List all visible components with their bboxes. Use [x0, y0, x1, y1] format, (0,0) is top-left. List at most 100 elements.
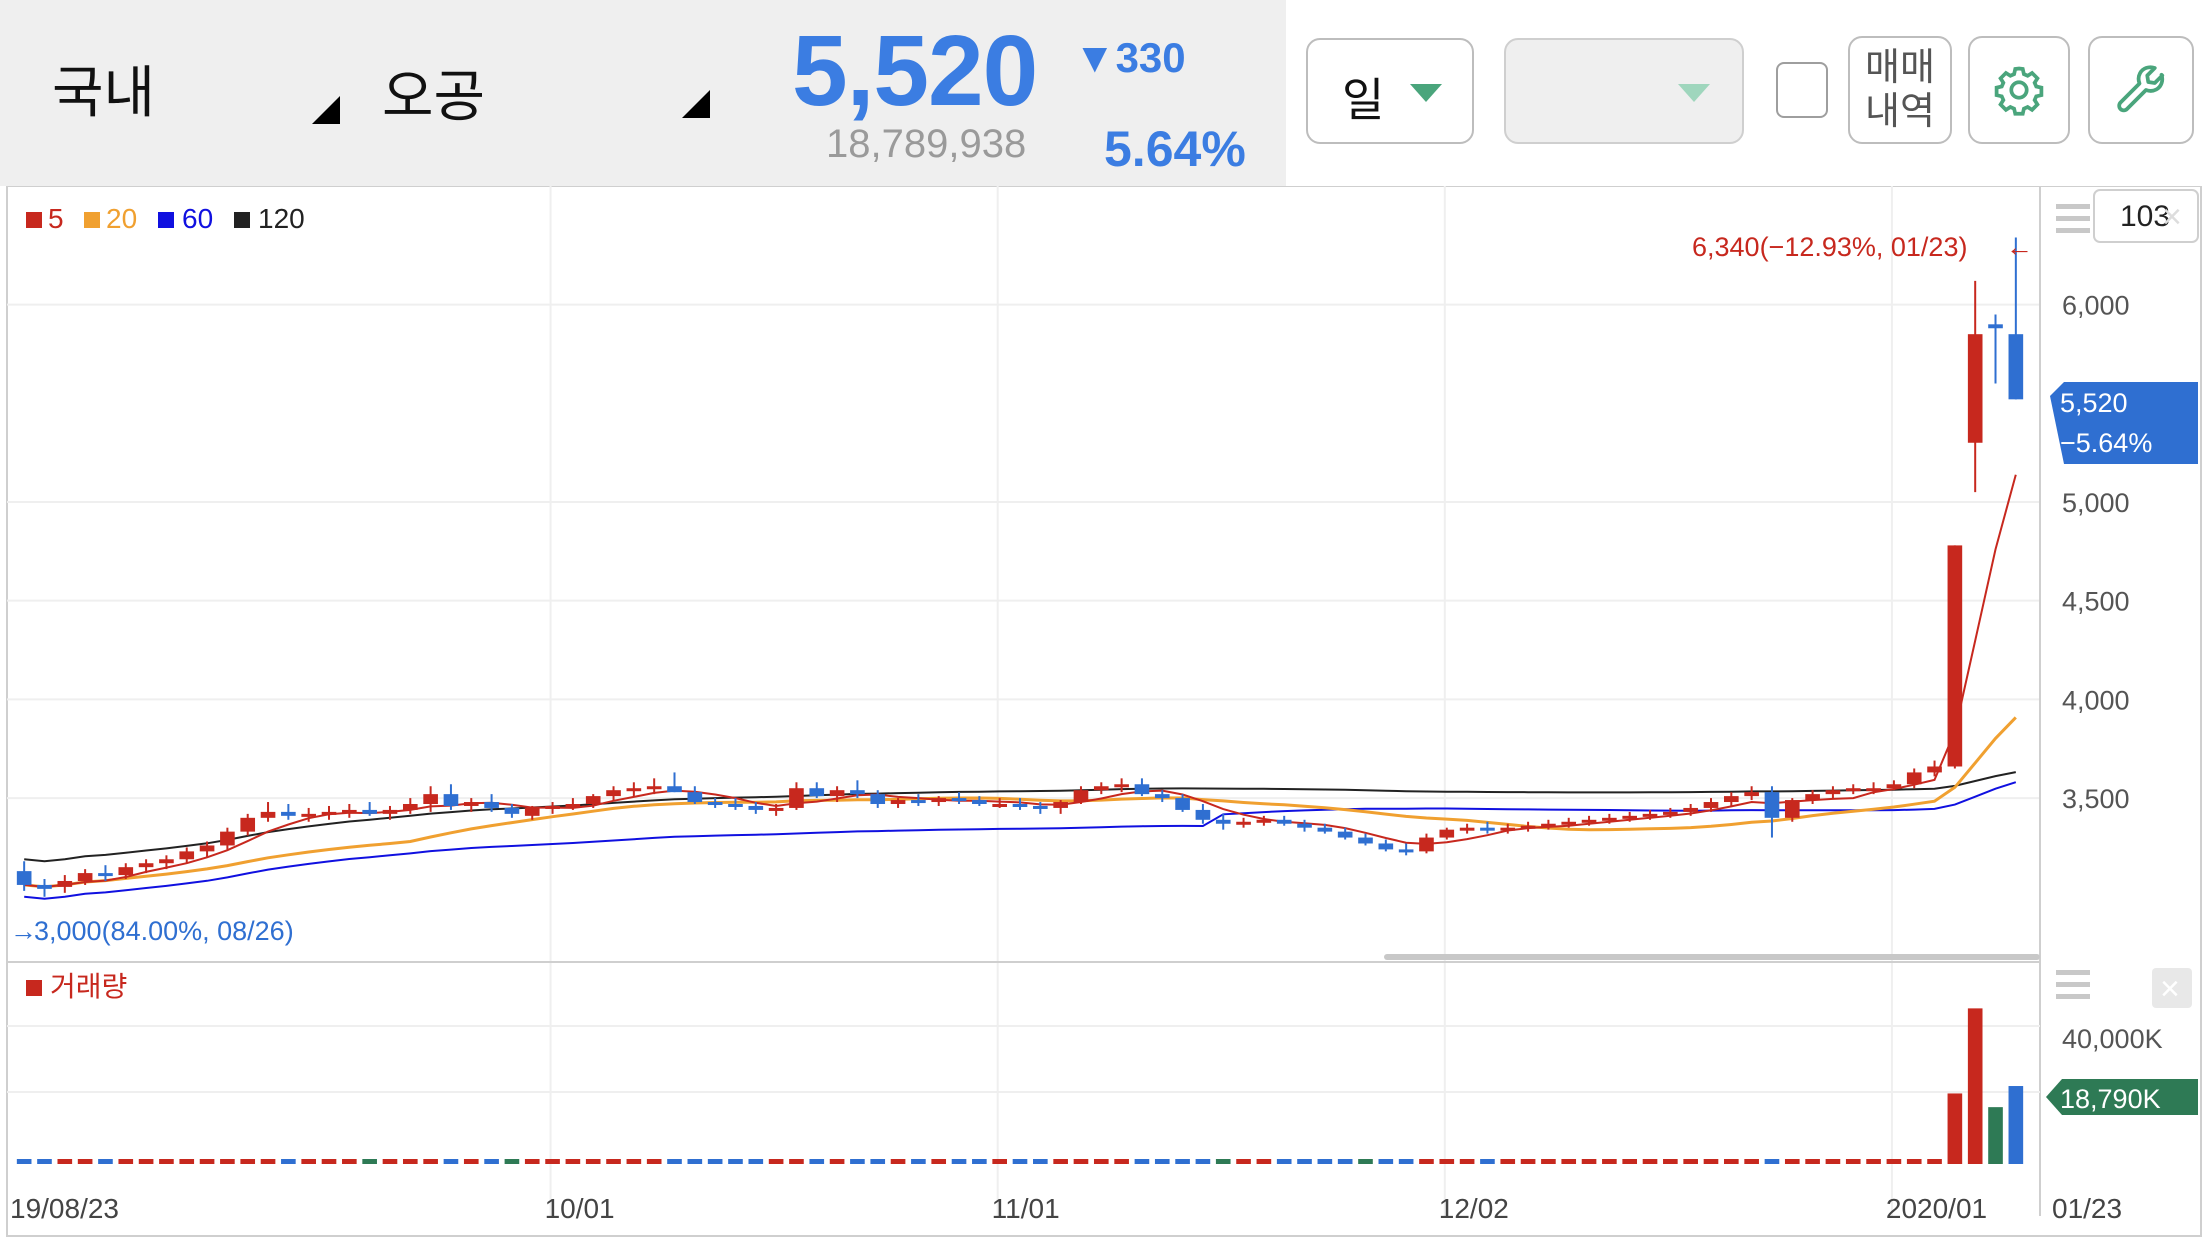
candle-body [1744, 792, 1759, 797]
chart-menu-icon[interactable] [2056, 204, 2090, 233]
volume-menu-icon[interactable] [2056, 970, 2090, 999]
candle-body [1215, 819, 1231, 824]
volume-bar [1012, 1159, 1028, 1164]
date-axis-label: 19/08/23 [10, 1193, 119, 1224]
close-icon: × [2160, 970, 2180, 1008]
volume-bar [382, 1159, 398, 1164]
candle [565, 798, 581, 810]
candle [1886, 780, 1902, 791]
candle [789, 782, 804, 810]
candle [951, 792, 967, 804]
zoom-box[interactable] [2093, 189, 2199, 243]
candle [1744, 786, 1759, 801]
quote-header [0, 0, 1286, 186]
volume-bar [1134, 1159, 1150, 1164]
candle-body [57, 880, 73, 887]
candle [1073, 786, 1089, 804]
volume-bar [606, 1159, 621, 1164]
candle [220, 827, 235, 850]
candle [1967, 280, 1983, 493]
candle [321, 805, 337, 820]
trade-history-button[interactable]: 매매 내역 [1848, 36, 1952, 144]
candle [1053, 800, 1068, 814]
zoom-value: 103 [2120, 200, 2170, 233]
candle-body [1337, 831, 1353, 838]
candle [1663, 807, 1678, 818]
stock-chart[interactable]: 6,000 5,000 4,500 4,000 3,500 19/08/23 10/01 11… [0, 186, 2208, 1242]
volume-bar [1378, 1159, 1394, 1164]
price-axis-tick: 5,000 [2062, 488, 2130, 518]
legend-label: 20 [106, 203, 137, 234]
volume-bar [240, 1159, 256, 1164]
volume-bar [463, 1159, 479, 1164]
candle-body [524, 807, 540, 816]
candle [1134, 778, 1150, 797]
current-volume-label: 18,790K [2060, 1084, 2161, 1114]
candle [1805, 790, 1820, 804]
secondary-select[interactable] [1504, 38, 1744, 144]
candle [1439, 827, 1455, 840]
volume-bar [1317, 1159, 1333, 1164]
candle-body [748, 805, 764, 810]
volume-bar [98, 1159, 113, 1164]
candle-body [463, 802, 479, 806]
market-select[interactable]: 국내 [52, 48, 342, 128]
candle-body [423, 794, 438, 804]
candle-body [301, 813, 317, 817]
volume-bar [646, 1159, 662, 1164]
candle [707, 798, 723, 808]
candle-body [1886, 784, 1902, 789]
candle [1215, 813, 1231, 830]
volume-bar [77, 1159, 93, 1164]
candle-body [890, 800, 906, 804]
volume-bar [1581, 1159, 1597, 1164]
volume-bar [1906, 1159, 1922, 1164]
candle-body [2008, 334, 2024, 400]
overlay-checkbox[interactable] [1776, 62, 1828, 118]
candle [301, 807, 317, 822]
candle [606, 786, 621, 801]
stock-select[interactable]: 오공 [382, 52, 712, 132]
volume-bar [524, 1159, 540, 1164]
chart-scrollbar[interactable] [1384, 954, 2040, 960]
period-select[interactable]: 일 [1306, 38, 1474, 144]
tools-button[interactable] [2088, 36, 2194, 144]
candle [1723, 792, 1739, 806]
volume-bar [1337, 1159, 1353, 1164]
candle [159, 855, 174, 870]
candle [1419, 833, 1434, 854]
candle-body [1236, 821, 1251, 825]
volume-bar [707, 1159, 723, 1164]
select-corner-icon [312, 96, 340, 124]
candle [423, 786, 438, 812]
current-price-label: 5,520 [2060, 388, 2128, 418]
candle-body [545, 805, 560, 809]
candle-body [870, 794, 886, 804]
arrow-right-icon: → [10, 916, 37, 946]
volume-title: 거래량 [50, 971, 127, 1002]
volume-bar [1419, 1159, 1434, 1164]
candle [1114, 778, 1129, 793]
date-axis-label: 2020/01 [1886, 1193, 1987, 1224]
volume-close-button[interactable] [2152, 968, 2192, 1008]
candle [1480, 821, 1495, 834]
volume-bar [1500, 1159, 1516, 1164]
volume-bar [789, 1159, 804, 1164]
current-volume-badge [2046, 1079, 2198, 1115]
candle-body [1256, 819, 1272, 823]
volume-bar [1459, 1159, 1475, 1164]
volume-bar [1886, 1159, 1902, 1164]
candle [260, 802, 276, 822]
volume-bar [728, 1159, 743, 1164]
candle [1845, 784, 1861, 795]
price-axis-tick: 3,500 [2062, 784, 2130, 814]
volume-bar [829, 1159, 845, 1164]
close-icon[interactable]: × [2162, 198, 2182, 236]
candle [992, 798, 1007, 808]
settings-button[interactable] [1968, 36, 2070, 144]
volume-bar [1642, 1159, 1658, 1164]
candle-body [1805, 794, 1820, 801]
candle-body [1317, 827, 1333, 832]
candle-body [1683, 807, 1698, 812]
candle-body [77, 873, 93, 881]
